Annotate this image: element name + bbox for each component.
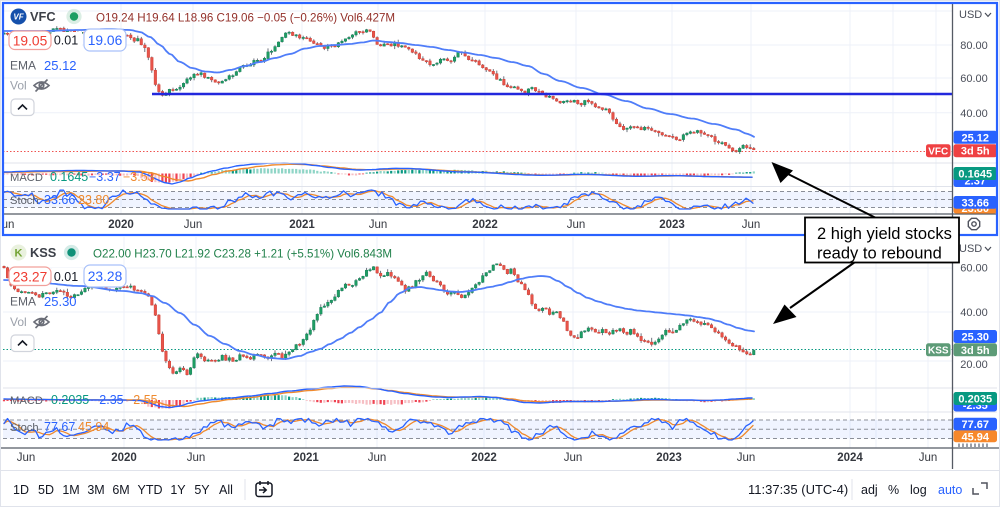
- svg-text:77.67: 77.67: [44, 420, 75, 434]
- svg-text:45.94: 45.94: [78, 420, 109, 434]
- svg-text:2023: 2023: [659, 219, 685, 231]
- svg-text:−3.53: −3.53: [123, 170, 155, 184]
- svg-text:EMA: EMA: [10, 295, 36, 309]
- svg-text:2022: 2022: [472, 219, 498, 231]
- svg-text:2021: 2021: [293, 452, 319, 464]
- svg-text:33.66: 33.66: [961, 197, 989, 209]
- svg-text:6M: 6M: [112, 483, 129, 497]
- svg-text:19.06: 19.06: [88, 33, 123, 48]
- svg-text:MACD: MACD: [10, 395, 43, 407]
- svg-text:23.80: 23.80: [78, 193, 109, 207]
- svg-text:11:37:35 (UTC-4): 11:37:35 (UTC-4): [748, 482, 848, 497]
- svg-text:3d 5h: 3d 5h: [961, 146, 990, 158]
- svg-text:KSS: KSS: [928, 345, 949, 356]
- svg-text:Jun: Jun: [369, 219, 388, 231]
- svg-text:0.1645: 0.1645: [50, 170, 88, 184]
- svg-text:0.2035: 0.2035: [51, 393, 89, 407]
- svg-text:O22.00 H23.70 L21.92 C23.28 +1: O22.00 H23.70 L21.92 C23.28 +1.21 (+5.51…: [93, 248, 392, 261]
- svg-text:5D: 5D: [38, 483, 54, 497]
- svg-text:1Y: 1Y: [170, 483, 186, 497]
- svg-text:19.05: 19.05: [13, 33, 48, 48]
- svg-text:80.00: 80.00: [960, 40, 988, 52]
- svg-text:ready to rebound: ready to rebound: [817, 245, 942, 263]
- svg-text:40.00: 40.00: [960, 307, 988, 319]
- svg-text:2 high yield stocks: 2 high yield stocks: [817, 225, 952, 243]
- svg-text:Jun: Jun: [567, 219, 586, 231]
- svg-text:77.67: 77.67: [961, 419, 989, 431]
- svg-text:40.00: 40.00: [960, 108, 988, 120]
- svg-text:Jun: Jun: [17, 452, 36, 464]
- svg-text:25.30: 25.30: [961, 331, 989, 343]
- svg-text:60.00: 60.00: [960, 263, 988, 275]
- svg-text:3d 5h: 3d 5h: [961, 345, 990, 357]
- svg-text:1D: 1D: [13, 483, 29, 497]
- svg-text:−3.37: −3.37: [89, 170, 121, 184]
- svg-text:0.01: 0.01: [54, 270, 78, 284]
- svg-text:25.30: 25.30: [44, 294, 77, 309]
- svg-text:K: K: [15, 248, 23, 260]
- svg-text:un: un: [2, 219, 15, 231]
- svg-text:adj: adj: [861, 483, 878, 497]
- svg-text:YTD: YTD: [138, 483, 163, 497]
- svg-text:Stoch: Stoch: [10, 195, 39, 207]
- svg-text:%: %: [888, 483, 899, 497]
- svg-text:Stoch: Stoch: [10, 422, 39, 434]
- svg-text:2020: 2020: [108, 219, 134, 231]
- svg-text:Vol: Vol: [10, 315, 27, 329]
- svg-text:Jun: Jun: [737, 452, 756, 464]
- svg-text:0.1645: 0.1645: [958, 168, 992, 180]
- svg-text:Jun: Jun: [187, 452, 206, 464]
- svg-text:Jun: Jun: [184, 219, 203, 231]
- svg-text:Jun: Jun: [742, 219, 761, 231]
- svg-text:−2.35: −2.35: [92, 393, 124, 407]
- svg-text:VFC: VFC: [30, 9, 56, 24]
- svg-text:USD: USD: [959, 9, 982, 21]
- svg-text:2022: 2022: [471, 452, 497, 464]
- svg-text:VFC: VFC: [928, 146, 948, 157]
- svg-text:0.01: 0.01: [54, 34, 78, 48]
- svg-text:Jun: Jun: [919, 452, 938, 464]
- svg-text:20.00: 20.00: [960, 359, 988, 371]
- svg-text:2023: 2023: [656, 452, 682, 464]
- svg-text:25.12: 25.12: [44, 58, 77, 73]
- svg-text:KSS: KSS: [30, 245, 57, 260]
- svg-text:5Y: 5Y: [194, 483, 210, 497]
- svg-text:log: log: [910, 483, 927, 497]
- svg-text:USD: USD: [959, 243, 982, 255]
- svg-text:Vol: Vol: [10, 79, 27, 93]
- svg-text:EMA: EMA: [10, 59, 36, 73]
- svg-text:0.2035: 0.2035: [958, 393, 992, 405]
- svg-text:25.12: 25.12: [961, 132, 989, 144]
- svg-text:33.66: 33.66: [44, 193, 75, 207]
- svg-text:23.28: 23.28: [88, 269, 123, 284]
- svg-text:60.00: 60.00: [960, 73, 988, 85]
- svg-text:VF: VF: [13, 13, 24, 22]
- svg-text:MACD: MACD: [10, 172, 43, 184]
- svg-text:O19.24 H19.64 L18.96 C19.06 −0: O19.24 H19.64 L18.96 C19.06 −0.05 (−0.26…: [96, 12, 395, 25]
- svg-text:1M: 1M: [62, 483, 79, 497]
- svg-text:Jun: Jun: [368, 452, 387, 464]
- svg-text:auto: auto: [938, 483, 962, 497]
- svg-text:45.94: 45.94: [961, 431, 989, 443]
- svg-text:2021: 2021: [289, 219, 315, 231]
- svg-text:2020: 2020: [111, 452, 137, 464]
- svg-text:23.27: 23.27: [13, 269, 48, 284]
- svg-text:3M: 3M: [87, 483, 104, 497]
- svg-text:2024: 2024: [837, 452, 863, 464]
- svg-text:All: All: [219, 483, 233, 497]
- svg-text:−2.55: −2.55: [126, 393, 158, 407]
- svg-text:Jun: Jun: [564, 452, 583, 464]
